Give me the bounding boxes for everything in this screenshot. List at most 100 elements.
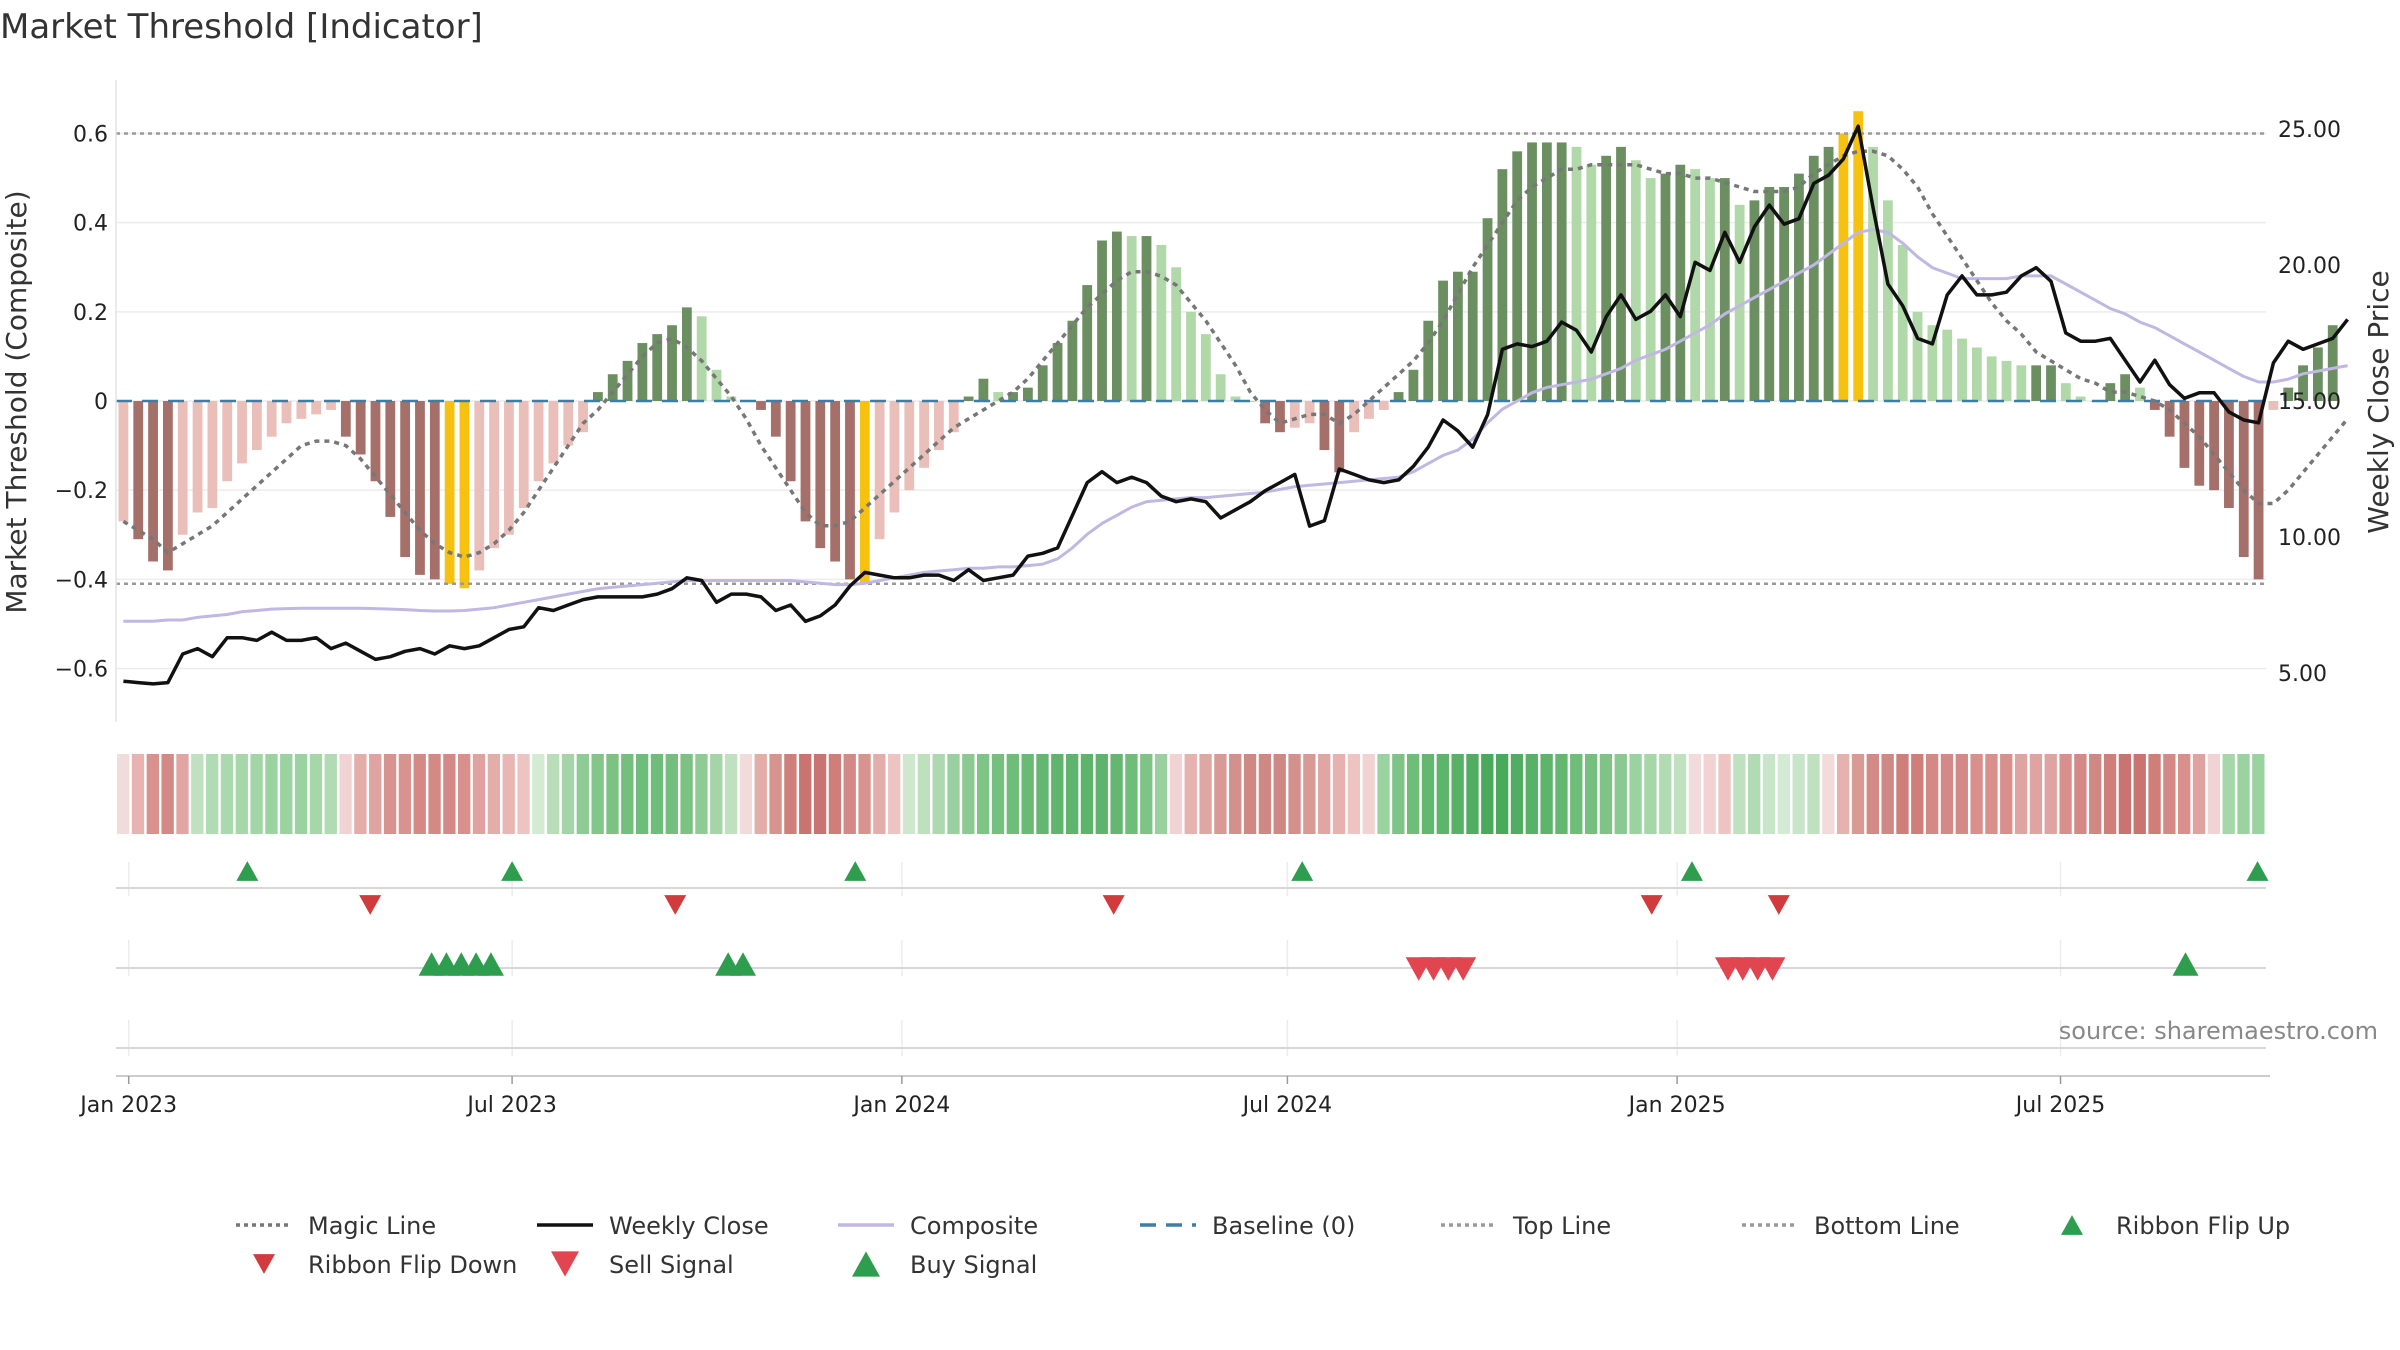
composite-bar bbox=[1705, 178, 1715, 401]
composite-bar bbox=[1289, 401, 1300, 428]
composite-bar bbox=[2120, 374, 2131, 401]
composite-bar bbox=[251, 401, 262, 451]
composite-bar bbox=[2060, 383, 2071, 401]
ribbon-segment bbox=[1510, 754, 1524, 834]
composite-bar bbox=[993, 392, 1004, 401]
ribbon-segment bbox=[1169, 754, 1183, 834]
buy-signal-marker bbox=[729, 952, 756, 976]
ribbon-segment bbox=[1985, 754, 1998, 834]
ribbon-segment bbox=[487, 754, 501, 834]
ribbon-segment bbox=[339, 754, 352, 834]
ribbon-segment bbox=[1881, 754, 1894, 834]
composite-bar bbox=[370, 401, 381, 482]
composite-bar bbox=[2268, 401, 2279, 410]
ribbon-segment bbox=[1051, 754, 1064, 834]
composite-bar bbox=[2016, 365, 2027, 401]
composite-bar bbox=[785, 401, 796, 482]
ribbon-segment bbox=[1584, 754, 1598, 834]
composite-bar bbox=[1082, 285, 1093, 401]
ribbon-flip-down-marker bbox=[359, 895, 382, 915]
buy-signal-marker bbox=[2172, 952, 2199, 976]
composite-bar bbox=[1067, 320, 1078, 401]
ribbon-segment bbox=[917, 754, 931, 834]
ribbon-segment bbox=[888, 754, 901, 834]
ribbon-segment bbox=[1125, 754, 1138, 834]
ribbon-segment bbox=[1036, 754, 1049, 834]
composite-bar bbox=[1023, 387, 1033, 401]
legend-swatch bbox=[852, 1251, 880, 1277]
composite-bar bbox=[1630, 160, 1641, 401]
ribbon-segment bbox=[205, 754, 219, 834]
ribbon-segment bbox=[2237, 754, 2250, 834]
ribbon-segment bbox=[1362, 754, 1375, 834]
ribbon-segment bbox=[1214, 754, 1227, 834]
ribbon-segment bbox=[1777, 754, 1791, 834]
ribbon-segment bbox=[398, 754, 412, 834]
ribbon-segment bbox=[1377, 754, 1390, 834]
x-tick-label: Jan 2023 bbox=[78, 1093, 177, 1118]
ribbon-segment bbox=[1718, 754, 1731, 834]
legend-item: Top Line bbox=[1441, 1212, 1611, 1240]
ribbon-segment bbox=[324, 754, 337, 834]
ribbon-segment bbox=[902, 754, 916, 834]
ribbon-segment bbox=[621, 754, 634, 834]
y-left-tick-label: 0.4 bbox=[73, 212, 108, 237]
composite-bar bbox=[681, 307, 692, 401]
composite-bar bbox=[1868, 146, 1878, 401]
ribbon-segment bbox=[1065, 754, 1079, 834]
ribbon-segment bbox=[294, 754, 308, 834]
ribbon-segment bbox=[502, 754, 515, 834]
ribbon-segment bbox=[250, 754, 263, 834]
composite-bar bbox=[474, 401, 485, 571]
ribbon-segment bbox=[1184, 754, 1197, 834]
composite-bar bbox=[1364, 401, 1374, 419]
composite-bar bbox=[1171, 267, 1182, 401]
composite-bar bbox=[1126, 236, 1137, 401]
y-right-tick-label: 20.00 bbox=[2278, 254, 2341, 279]
composite-bar bbox=[1037, 365, 1048, 401]
ribbon-segment bbox=[813, 754, 827, 834]
ribbon-segment bbox=[220, 754, 234, 834]
composite-bar bbox=[1186, 311, 1196, 401]
composite-bar bbox=[2327, 325, 2338, 401]
x-tick-label: Jul 2023 bbox=[465, 1093, 557, 1118]
composite-bar bbox=[118, 401, 129, 522]
ribbon-segment bbox=[1006, 754, 1019, 834]
composite-bar bbox=[1230, 396, 1241, 401]
legend-item: Weekly Close bbox=[537, 1212, 769, 1240]
composite-bar bbox=[1912, 311, 1923, 401]
ribbon-segment bbox=[784, 754, 797, 834]
composite-bar bbox=[429, 401, 440, 580]
ribbon-segment bbox=[977, 754, 990, 834]
ribbon-segment bbox=[1540, 754, 1553, 834]
composite-bar bbox=[1527, 142, 1537, 401]
source-note: source: sharemaestro.com bbox=[2059, 1017, 2378, 1045]
magic-line bbox=[122, 149, 2349, 559]
composite-bar bbox=[1749, 200, 1760, 401]
legend-label: Top Line bbox=[1512, 1212, 1611, 1240]
composite-bar bbox=[2194, 401, 2205, 486]
composite-bar bbox=[1215, 374, 1226, 401]
ribbon-segment bbox=[1851, 754, 1865, 834]
composite-bar bbox=[1942, 329, 1953, 401]
sell-signal-marker bbox=[1450, 957, 1477, 981]
composite-bar bbox=[711, 369, 722, 401]
composite-bar bbox=[281, 401, 292, 424]
composite-bar bbox=[385, 401, 396, 517]
legend-swatch bbox=[2061, 1215, 2083, 1235]
composite-bar bbox=[400, 401, 411, 558]
ribbon-segment bbox=[1955, 754, 1968, 834]
ribbon-segment bbox=[354, 754, 367, 834]
composite-bar bbox=[2135, 387, 2145, 401]
reference-lines bbox=[116, 132, 2266, 586]
y-left-tick-label: −0.2 bbox=[55, 479, 108, 504]
ribbon-segment bbox=[2222, 754, 2235, 834]
ribbon-segment bbox=[1258, 754, 1272, 834]
ribbon-segment bbox=[1733, 754, 1746, 834]
ribbon-segment bbox=[710, 754, 723, 834]
composite-bar bbox=[177, 401, 188, 535]
composite-bar bbox=[355, 401, 366, 455]
composite-bar bbox=[148, 401, 158, 562]
composite-bar bbox=[845, 401, 855, 580]
composite-bar bbox=[1275, 401, 1285, 433]
